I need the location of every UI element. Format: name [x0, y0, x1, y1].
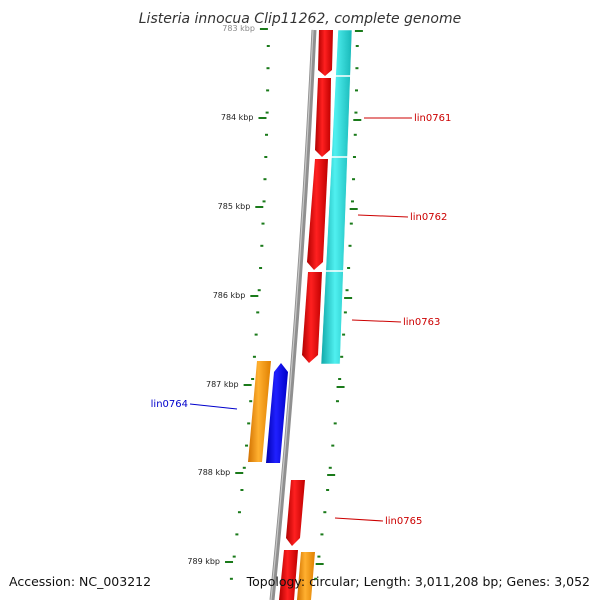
minor-tick: [240, 489, 244, 491]
minor-tick: [335, 400, 339, 403]
major-tick: [243, 384, 252, 386]
minor-tick: [242, 466, 246, 469]
gene-reverse-block: [320, 29, 353, 365]
minor-tick: [237, 511, 241, 514]
major-tick: [344, 297, 353, 299]
tick-label: 784 kbp: [221, 113, 254, 122]
minor-tick: [265, 111, 269, 114]
major-tick: [327, 474, 336, 476]
minor-tick: [264, 156, 268, 158]
gene-orange-2: [297, 552, 315, 600]
major-tick: [336, 386, 345, 388]
gene-label-leader: [334, 517, 384, 522]
major-tick: [349, 208, 358, 210]
minor-tick: [266, 45, 270, 47]
minor-tick: [343, 311, 347, 314]
minor-tick: [261, 222, 265, 225]
gene-label-leader: [357, 214, 409, 218]
minor-tick: [232, 555, 236, 558]
minor-tick: [342, 333, 346, 336]
gene-red-5: [286, 480, 305, 546]
minor-tick: [328, 466, 332, 469]
minor-tick: [265, 133, 269, 136]
minor-tick: [260, 244, 264, 247]
minor-tick: [247, 422, 251, 425]
minor-tick: [347, 267, 351, 269]
minor-tick: [323, 511, 327, 514]
major-tick: [259, 28, 268, 30]
major-tick: [255, 206, 264, 208]
gene-red-2: [315, 78, 331, 157]
minor-tick: [348, 244, 352, 247]
minor-tick: [355, 67, 359, 70]
gene-label-leader: [351, 319, 402, 323]
gene-label-lin0762[interactable]: lin0762: [410, 212, 447, 223]
major-tick: [235, 472, 244, 474]
gene-orange-1: [248, 361, 271, 462]
minor-tick: [326, 489, 330, 491]
gene-red-3: [307, 159, 328, 270]
minor-tick: [263, 178, 267, 181]
gene-labels: lin0761 lin0762 lin0763 lin0764 lin0765: [151, 113, 452, 527]
major-tick: [250, 295, 259, 297]
tick-label: 785 kbp: [218, 202, 251, 211]
tick-label: 789 kbp: [187, 557, 220, 566]
minor-tick: [345, 289, 349, 292]
tick-label: 786 kbp: [213, 291, 246, 300]
minor-tick: [245, 444, 249, 447]
major-tick: [258, 117, 267, 119]
minor-tick: [266, 89, 270, 92]
minor-tick: [353, 133, 357, 136]
minor-tick: [249, 400, 253, 403]
minor-tick: [314, 577, 318, 580]
minor-tick: [317, 555, 321, 558]
tick-label: 788 kbp: [198, 468, 231, 477]
minor-tick: [251, 378, 255, 380]
scale-ticks: 783 kbp 784 kbp 785 kbp 786 kbp 787 kbp 788 k…: [187, 24, 363, 580]
major-tick: [353, 119, 362, 121]
minor-tick: [350, 200, 354, 203]
minor-tick: [320, 533, 324, 536]
gene-blue-1: [266, 363, 288, 463]
gene-red-6: [279, 550, 298, 600]
minor-tick: [331, 444, 335, 447]
minor-tick: [333, 422, 337, 425]
minor-tick: [262, 200, 266, 203]
major-tick: [225, 561, 234, 563]
gene-label-leader: [189, 403, 238, 410]
major-tick: [315, 563, 324, 565]
major-tick: [354, 30, 363, 32]
genome-backbone: [269, 29, 317, 600]
minor-tick: [259, 267, 263, 269]
minor-tick: [235, 533, 239, 536]
minor-tick: [355, 45, 359, 47]
accession-text: Accession: NC_003212: [9, 574, 151, 589]
genome-backbone-highlight: [270, 29, 314, 600]
gene-label-lin0763[interactable]: lin0763: [403, 317, 440, 328]
gene-red-1: [318, 30, 333, 76]
minor-tick: [229, 577, 233, 580]
tick-label: 787 kbp: [206, 380, 239, 389]
gene-red-4: [302, 272, 322, 363]
gene-label-lin0765[interactable]: lin0765: [385, 516, 422, 527]
minor-tick: [257, 289, 261, 292]
minor-tick: [349, 222, 353, 225]
minor-tick: [340, 355, 344, 358]
gene-label-lin0761[interactable]: lin0761: [414, 113, 451, 124]
minor-tick: [254, 333, 258, 336]
gene-label-lin0764[interactable]: lin0764: [151, 399, 188, 410]
genome-summary-text: Topology: circular; Length: 3,011,208 bp…: [246, 574, 590, 589]
minor-tick: [354, 111, 358, 114]
minor-tick: [266, 67, 270, 70]
map-title: Listeria innocua Clip11262, complete gen…: [139, 11, 461, 27]
minor-tick: [256, 311, 260, 314]
minor-tick: [355, 89, 359, 92]
minor-tick: [338, 378, 342, 380]
minor-tick: [252, 355, 256, 358]
minor-tick: [352, 156, 356, 158]
tick-label: 783 kbp: [222, 24, 255, 33]
minor-tick: [352, 178, 356, 181]
